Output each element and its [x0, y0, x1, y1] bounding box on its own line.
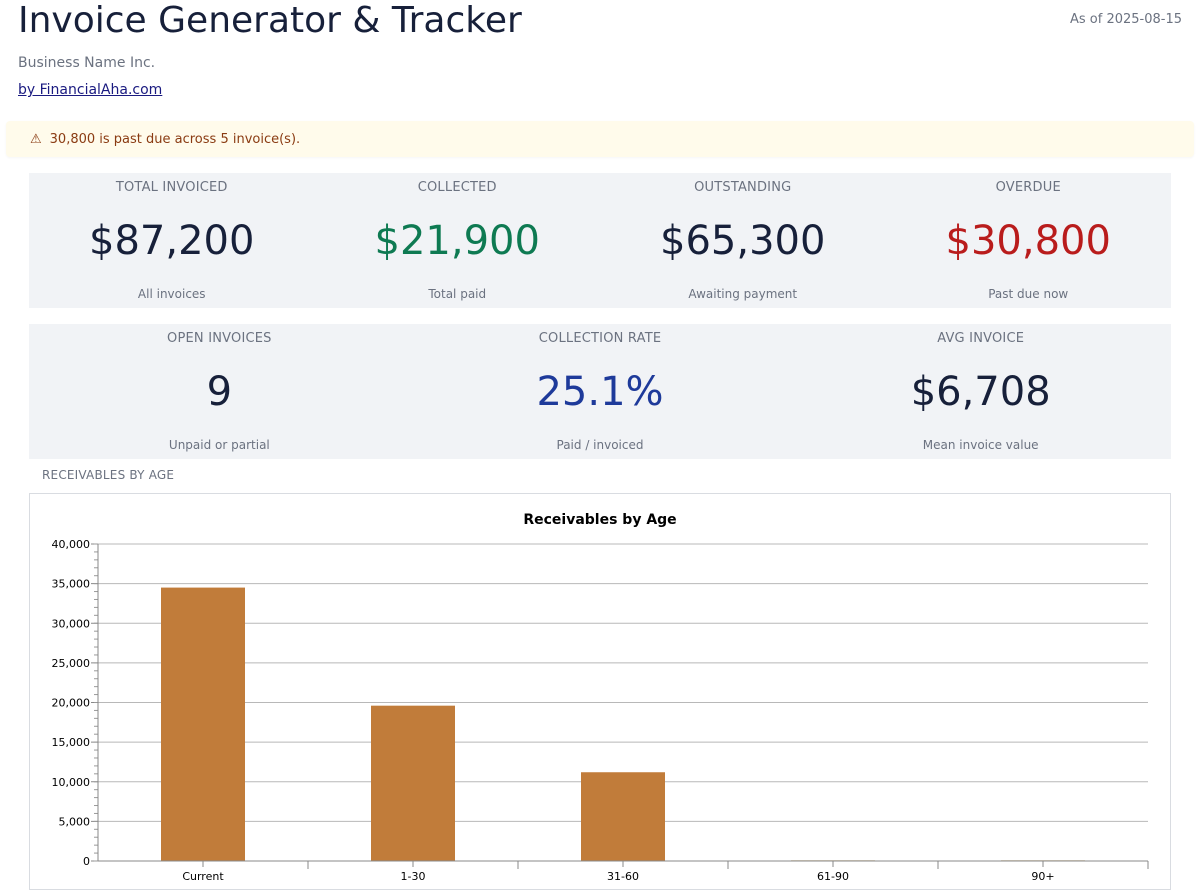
business-name: Business Name Inc.: [18, 55, 156, 71]
kpi-label: OUTSTANDING: [694, 180, 792, 195]
kpi-label: OVERDUE: [995, 180, 1061, 195]
kpi-value: $30,800: [945, 218, 1111, 264]
chart-gridlines: [98, 543, 1148, 862]
section-label-receivables: RECEIVABLES BY AGE: [42, 468, 175, 482]
alert-text: 30,800 is past due across 5 invoice(s).: [49, 131, 301, 147]
kpi-open-invoices: OPEN INVOICES 9 Unpaid or partial: [29, 324, 410, 459]
bar-current: [161, 587, 245, 861]
kpi-value: 25.1%: [536, 369, 664, 415]
chart-svg: Receivables by Age 0 5,000 10,000 15,000 20,…: [52, 512, 1149, 883]
kpi-outstanding: OUTSTANDING $65,300 Awaiting payment: [600, 173, 886, 308]
kpi-value: $21,900: [374, 218, 540, 264]
kpi-subtext: Total paid: [428, 287, 487, 301]
overdue-alert: ⚠ 30,800 is past due across 5 invoice(s)…: [6, 121, 1194, 157]
y-tick-label: 35,000: [52, 578, 91, 591]
chart-axes: 0 5,000 10,000 15,000 20,000 25,000 30,000 35,0…: [52, 538, 1149, 883]
bar-31-60: [581, 772, 665, 861]
y-tick-label: 20,000: [52, 697, 91, 710]
kpi-overdue: OVERDUE $30,800 Past due now: [886, 173, 1172, 308]
kpi-label: COLLECTION RATE: [538, 331, 662, 346]
kpi-label: OPEN INVOICES: [167, 331, 272, 346]
x-tick-label: 61-90: [817, 870, 849, 883]
y-tick-label: 25,000: [52, 657, 91, 670]
kpi-label: TOTAL INVOICED: [115, 180, 228, 195]
x-tick-label: Current: [182, 870, 224, 883]
kpi-collection-rate: COLLECTION RATE 25.1% Paid / invoiced: [410, 324, 791, 459]
chart-bars: [161, 587, 1085, 861]
kpi-collected: COLLECTED $21,900 Total paid: [315, 173, 601, 308]
kpi-value: $65,300: [660, 218, 826, 264]
kpi-subtext: Past due now: [988, 287, 1069, 301]
kpi-subtext: Awaiting payment: [688, 287, 798, 301]
header: Invoice Generator & Tracker As of 2025-0…: [18, 0, 1182, 110]
warning-icon: ⚠: [30, 131, 42, 147]
kpi-subtext: Paid / invoiced: [556, 438, 644, 452]
receivables-chart: Receivables by Age 0 5,000 10,000 15,000 20,…: [29, 493, 1171, 890]
kpi-row-primary: TOTAL INVOICED $87,200 All invoices COLL…: [29, 173, 1171, 308]
x-tick-label: 90+: [1031, 870, 1054, 883]
x-tick-label: 1-30: [401, 870, 426, 883]
kpi-subtext: Unpaid or partial: [168, 438, 270, 452]
financialaha-link[interactable]: by FinancialAha.com: [18, 82, 163, 98]
kpi-subtext: All invoices: [137, 287, 206, 301]
x-tick-label: 31-60: [607, 870, 639, 883]
y-tick-label: 10,000: [52, 776, 91, 789]
kpi-value: $6,708: [910, 369, 1051, 415]
y-tick-label: 0: [83, 855, 90, 868]
y-tick-label: 5,000: [59, 815, 91, 828]
y-tick-label: 15,000: [52, 736, 91, 749]
kpi-value: $87,200: [89, 218, 255, 264]
page-title: Invoice Generator & Tracker: [18, 0, 522, 41]
as-of-date: As of 2025-08-15: [1069, 12, 1182, 27]
bar-1-30: [371, 705, 455, 861]
kpi-label: COLLECTED: [417, 180, 497, 195]
kpi-total-invoiced: TOTAL INVOICED $87,200 All invoices: [29, 173, 315, 308]
chart-title: Receivables by Age: [523, 512, 676, 528]
kpi-avg-invoice: AVG INVOICE $6,708 Mean invoice value: [790, 324, 1171, 459]
kpi-value: 9: [206, 369, 233, 415]
y-tick-label: 30,000: [52, 617, 91, 630]
y-tick-label: 40,000: [52, 538, 91, 551]
kpi-row-secondary: OPEN INVOICES 9 Unpaid or partial COLLEC…: [29, 324, 1171, 459]
kpi-subtext: Mean invoice value: [922, 438, 1039, 452]
kpi-label: AVG INVOICE: [937, 331, 1025, 346]
